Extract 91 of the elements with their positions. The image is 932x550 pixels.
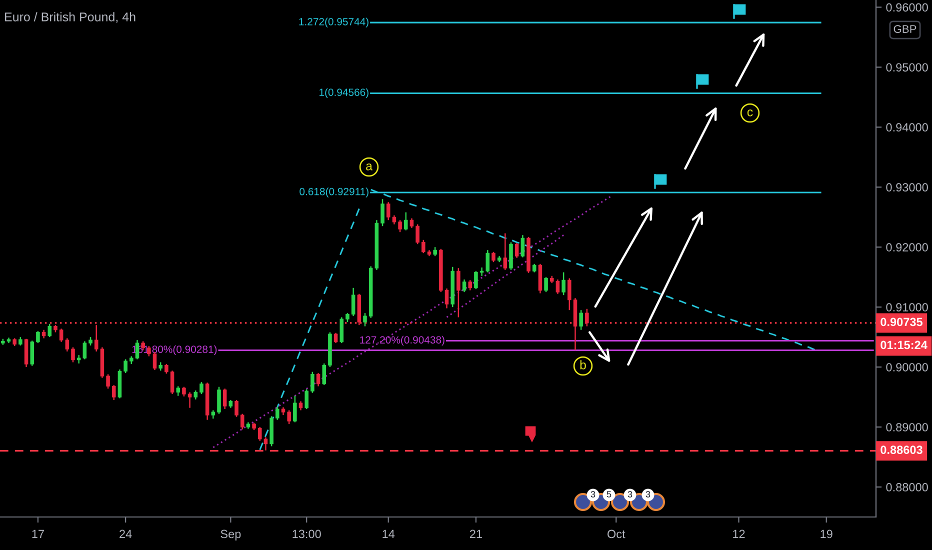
candlestick (492, 251, 496, 263)
candlestick (334, 332, 338, 344)
y-tick-label: 0.88000 (886, 483, 928, 492)
y-tick-label: 0.90000 (886, 363, 928, 372)
y-tick-label: 0.89000 (886, 423, 928, 432)
annotation: 3 (628, 491, 632, 498)
y-tick-label: 0.92000 (886, 243, 928, 252)
candlestick (422, 239, 426, 254)
candlestick (444, 288, 449, 309)
y-axis-title: GBP (894, 25, 916, 33)
annotation: b (580, 360, 586, 370)
candlestick (48, 323, 52, 338)
text: 01:15:24 (880, 340, 928, 350)
x-tick-label: 12 (733, 530, 745, 538)
candlestick (568, 278, 572, 311)
x-tick-label: 14 (382, 530, 395, 538)
y-tick-label: 0.93000 (886, 183, 928, 192)
candlestick (170, 370, 174, 395)
candlestick (380, 198, 384, 227)
series-label: 127.20%(0.90438) (360, 336, 444, 346)
candlestick (106, 374, 110, 390)
candlestick (486, 249, 490, 273)
candlestick (276, 406, 280, 420)
candlestick (520, 234, 525, 258)
annotation: 5 (606, 491, 612, 498)
candlestick (176, 386, 180, 396)
candlestick (404, 212, 408, 231)
x-tick-label: 17 (32, 530, 44, 538)
candlestick (468, 279, 472, 291)
candlestick (36, 330, 40, 344)
y-tick-label: 0.96000 (886, 3, 928, 12)
candlestick (474, 270, 478, 290)
candlestick (287, 410, 291, 425)
x-tick-label: Sep (220, 530, 241, 541)
candlestick (234, 399, 238, 418)
candlestick (363, 312, 367, 327)
annotation: 3 (590, 491, 596, 498)
candlestick (304, 388, 308, 410)
annotation: a (366, 164, 372, 170)
text: Euro / British Pound, 4h (5, 12, 136, 23)
candlestick (200, 381, 204, 395)
candlestick (556, 278, 560, 295)
ref-line-label: 0.90735 (880, 318, 923, 326)
x-tick-label: 19 (820, 530, 832, 538)
x-tick-label: 24 (120, 530, 132, 538)
candlestick (112, 384, 116, 401)
candlestick (410, 218, 414, 229)
candlestick (30, 340, 34, 366)
x-tick-label: 21 (470, 530, 482, 538)
candlestick (579, 309, 583, 330)
candlestick (562, 272, 566, 296)
candlestick (585, 308, 589, 327)
candlestick (240, 413, 244, 430)
x-tick-label: Oct (607, 530, 626, 538)
candlestick (416, 224, 420, 245)
candlestick (164, 363, 168, 374)
y-tick-label: 0.95000 (886, 63, 928, 72)
line-series (446, 234, 564, 318)
candlestick (71, 346, 75, 363)
candlestick (124, 358, 128, 374)
candlestick (544, 276, 548, 293)
candlestick (188, 392, 192, 408)
candlestick (351, 287, 356, 317)
candlestick (310, 371, 314, 394)
candlestick (398, 219, 402, 233)
series-label: 1(0.94566) (320, 88, 368, 98)
line-series (259, 208, 360, 451)
series-label: 1.272(0.95744) (299, 18, 368, 28)
candlestick (94, 324, 98, 352)
candlestick (503, 232, 508, 271)
candlestick (258, 426, 262, 442)
candlestick (322, 362, 326, 386)
candlestick (182, 386, 186, 398)
candlestick (509, 242, 513, 271)
annotation: 3 (646, 491, 650, 498)
series-label: 0.618(0.92911) (300, 188, 368, 198)
candlestick (316, 372, 320, 387)
x-tick-label: 13:00 (292, 530, 321, 538)
candlestick (386, 201, 390, 221)
candlestick (217, 386, 221, 414)
candlestick (462, 278, 466, 293)
candlestick (514, 242, 519, 259)
candlestick (340, 316, 344, 344)
y-tick-label: 0.91000 (886, 303, 928, 312)
ref-line-label: 0.88603 (880, 446, 922, 454)
candlestick (293, 395, 297, 423)
y-tick-label: 0.94000 (886, 123, 928, 132)
candlestick (456, 267, 460, 318)
candlestick (264, 436, 268, 452)
annotation: c (747, 110, 753, 116)
candlestick (222, 388, 227, 410)
